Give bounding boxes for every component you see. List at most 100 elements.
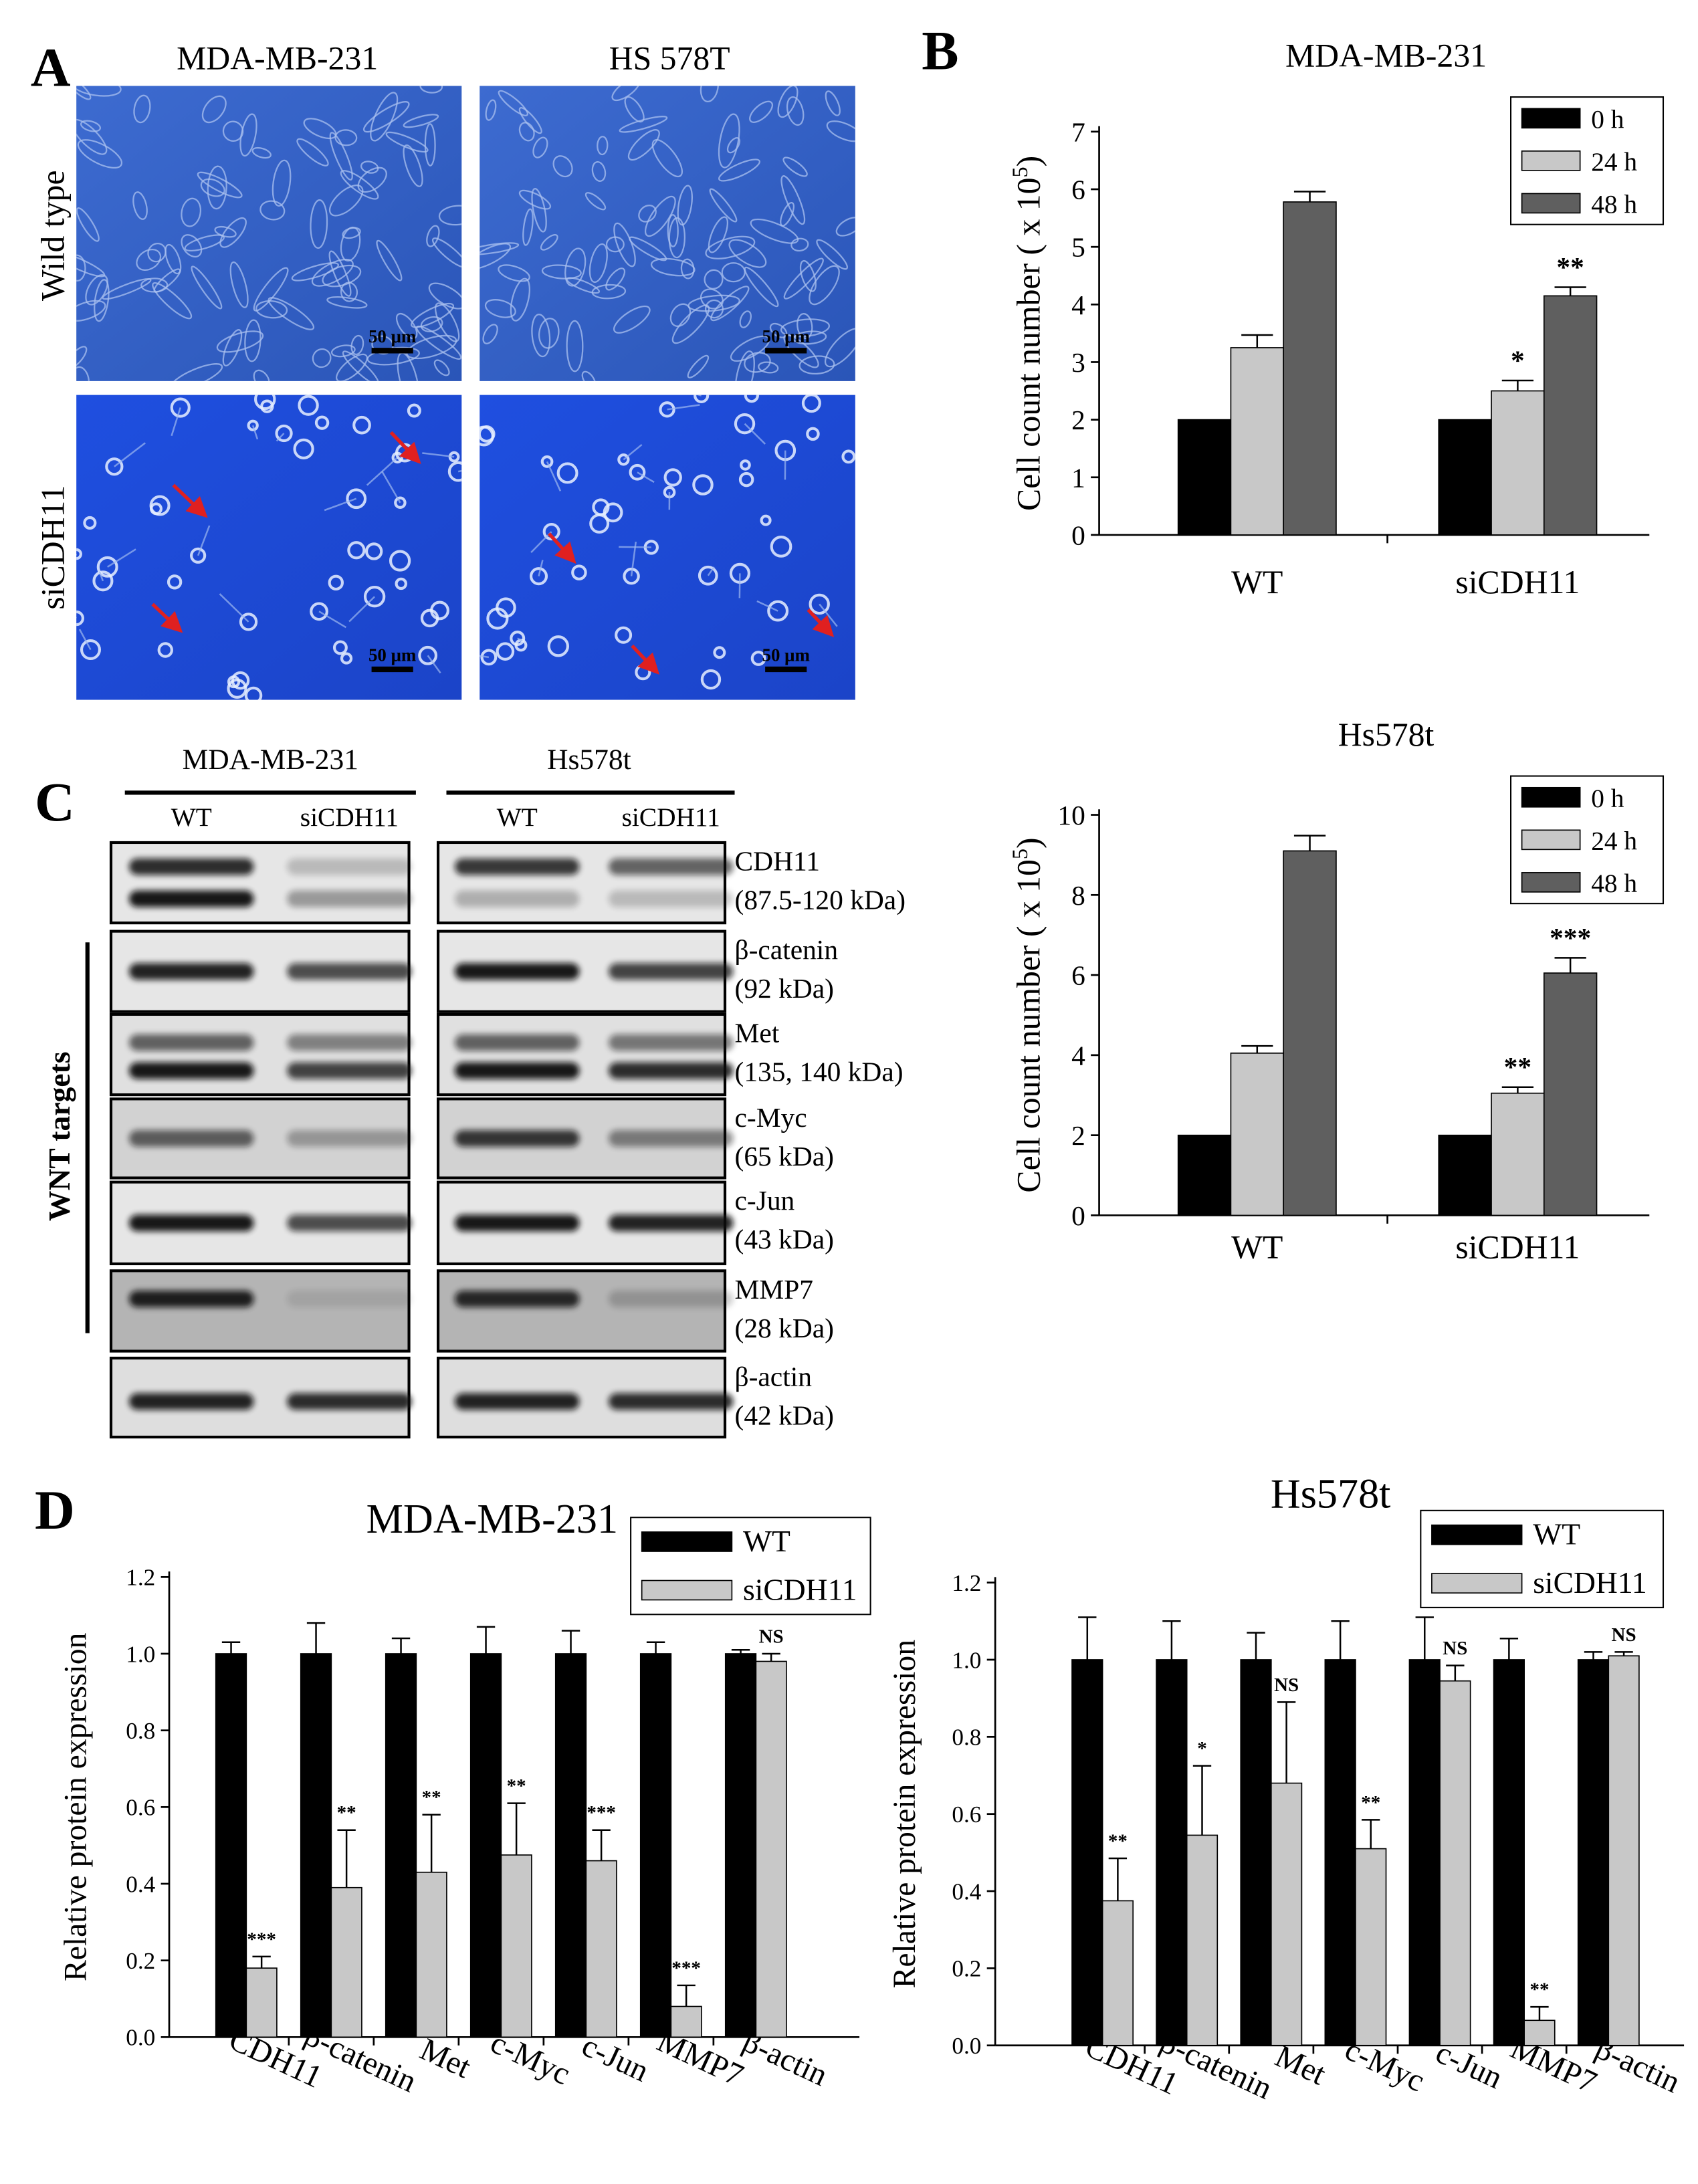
protein-size: (87.5-120 kDa) — [735, 884, 906, 915]
cell — [651, 138, 683, 178]
cell — [76, 86, 122, 97]
cell — [480, 243, 512, 270]
cell — [518, 189, 552, 210]
scale-bar-label: 50 μm — [368, 645, 416, 665]
lane-label: WT — [497, 802, 538, 832]
y-tick-label: 5 — [1071, 232, 1085, 263]
cell — [645, 195, 676, 237]
bar — [639, 1653, 672, 2038]
cell — [340, 652, 353, 665]
band — [454, 963, 580, 980]
cell — [704, 269, 724, 290]
cell — [376, 239, 403, 282]
arrow — [547, 532, 576, 564]
cell-process — [637, 471, 655, 483]
bar — [1230, 1053, 1285, 1216]
cells — [76, 86, 462, 381]
bar — [1324, 1659, 1356, 2046]
cell — [744, 395, 759, 403]
cell — [522, 208, 534, 246]
cell — [799, 355, 835, 375]
bar — [1491, 390, 1545, 536]
cell-process — [517, 637, 523, 642]
bar — [1186, 1834, 1218, 2046]
y-tick-label: 0.2 — [952, 1956, 981, 1982]
cell — [589, 243, 608, 284]
band — [608, 1393, 734, 1410]
cell — [801, 395, 821, 413]
y-axis-label-exponent: 5 — [1008, 849, 1032, 859]
cell-process — [107, 548, 136, 568]
cell — [132, 191, 148, 220]
legend-swatch — [1521, 786, 1581, 808]
bar — [385, 1653, 417, 2038]
cell — [395, 577, 407, 590]
significance-label: ** — [1504, 1051, 1531, 1082]
bar — [1283, 201, 1337, 536]
band — [128, 1062, 254, 1079]
bar — [1493, 1659, 1525, 2046]
legend-label: 0 h — [1591, 784, 1624, 813]
cell — [328, 250, 352, 297]
significance-label: ** — [507, 1775, 526, 1797]
legend-swatch — [1431, 1524, 1523, 1545]
cell — [540, 234, 558, 251]
cell — [251, 146, 272, 159]
cell — [260, 399, 274, 413]
cell — [426, 225, 440, 247]
cell — [617, 453, 630, 466]
bar — [415, 1871, 447, 2038]
cell — [718, 158, 760, 182]
legend-label: WT — [1533, 1517, 1580, 1551]
cell — [721, 262, 746, 283]
blot — [436, 841, 727, 925]
cell-process — [381, 471, 401, 504]
band — [608, 1290, 734, 1307]
cell — [518, 107, 542, 134]
band — [608, 1034, 734, 1051]
cell-process — [667, 404, 700, 411]
cell — [825, 90, 841, 116]
cell — [671, 304, 710, 344]
row-label: siCDH11 — [35, 485, 72, 610]
y-tick-label: 4 — [1071, 1040, 1085, 1071]
cell — [704, 299, 724, 319]
cell — [758, 361, 779, 374]
cell — [406, 334, 457, 360]
arrow — [631, 644, 660, 675]
cell — [623, 567, 640, 585]
legend-label: siCDH11 — [1533, 1565, 1647, 1600]
protein-label: β-catenin — [735, 934, 839, 965]
cell — [659, 401, 675, 418]
cell — [605, 267, 626, 291]
cell — [597, 136, 609, 156]
cell-process — [630, 542, 637, 576]
cell — [214, 225, 237, 238]
cell-process — [276, 433, 285, 442]
legend-label: WT — [743, 1524, 790, 1558]
cell — [749, 100, 774, 123]
cell — [668, 217, 686, 259]
cell — [629, 463, 646, 481]
cell — [407, 403, 421, 418]
cell-process — [251, 425, 259, 440]
scale-bar-label: 50 μm — [368, 326, 416, 346]
cell — [394, 496, 407, 509]
y-tick-label: 0.6 — [952, 1801, 981, 1828]
cell — [613, 305, 651, 334]
band — [454, 890, 580, 907]
cell-process — [324, 498, 357, 512]
y-axis-label-text: Cell count number ( x 10 — [1010, 178, 1047, 511]
cell — [296, 138, 329, 167]
significance-label: ** — [422, 1787, 441, 1808]
cell — [291, 262, 340, 282]
cell — [170, 397, 191, 418]
y-tick-label: 7 — [1071, 116, 1085, 147]
y-tick-label: 2 — [1071, 405, 1085, 435]
cell — [585, 192, 607, 211]
legend-swatch — [641, 1579, 733, 1601]
band — [454, 1034, 580, 1051]
cell — [540, 455, 554, 468]
band — [454, 1214, 580, 1232]
cell-process — [98, 571, 104, 582]
